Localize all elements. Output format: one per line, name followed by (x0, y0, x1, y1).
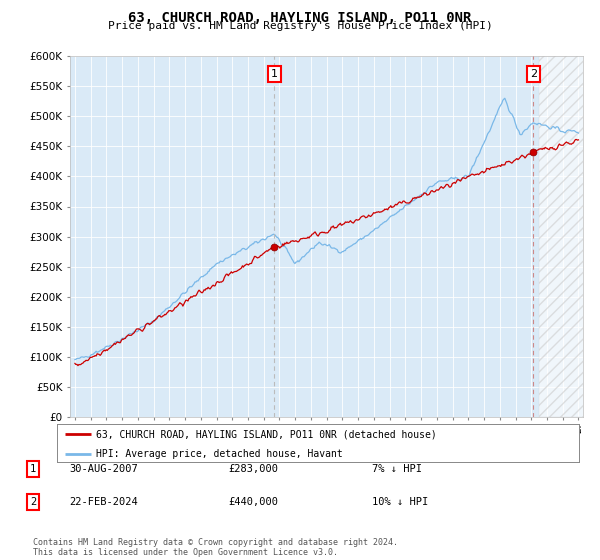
Text: 7% ↓ HPI: 7% ↓ HPI (372, 464, 422, 474)
Text: HPI: Average price, detached house, Havant: HPI: Average price, detached house, Hava… (96, 449, 343, 459)
Text: 2: 2 (530, 69, 537, 79)
Text: 63, CHURCH ROAD, HAYLING ISLAND, PO11 0NR (detached house): 63, CHURCH ROAD, HAYLING ISLAND, PO11 0N… (96, 429, 437, 439)
Text: 2: 2 (30, 497, 36, 507)
Text: £283,000: £283,000 (228, 464, 278, 474)
Text: 63, CHURCH ROAD, HAYLING ISLAND, PO11 0NR: 63, CHURCH ROAD, HAYLING ISLAND, PO11 0N… (128, 11, 472, 25)
Bar (539, 56, 586, 417)
Text: 22-FEB-2024: 22-FEB-2024 (69, 497, 138, 507)
Text: 10% ↓ HPI: 10% ↓ HPI (372, 497, 428, 507)
Text: £440,000: £440,000 (228, 497, 278, 507)
Text: 1: 1 (30, 464, 36, 474)
Text: 30-AUG-2007: 30-AUG-2007 (69, 464, 138, 474)
Text: Price paid vs. HM Land Registry's House Price Index (HPI): Price paid vs. HM Land Registry's House … (107, 21, 493, 31)
Text: 1: 1 (271, 69, 278, 79)
Text: Contains HM Land Registry data © Crown copyright and database right 2024.
This d: Contains HM Land Registry data © Crown c… (33, 538, 398, 557)
